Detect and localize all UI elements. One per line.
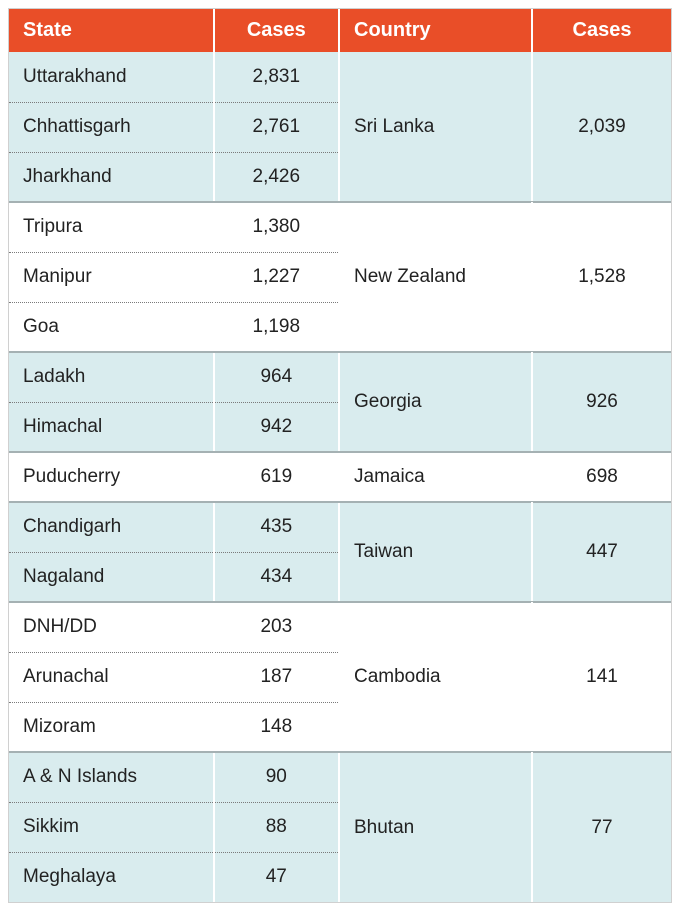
state-name-cell: Ladakh: [9, 352, 214, 402]
countries-header-row: Country Cases: [340, 9, 671, 52]
state-name-cell: Chandigarh: [9, 502, 214, 552]
country-name-cell: Jamaica: [340, 452, 532, 502]
table-row: Sikkim88: [9, 802, 339, 852]
state-name-cell: Chhattisgarh: [9, 102, 214, 152]
table-row: Mizoram148: [9, 702, 339, 752]
table-row: Nagaland434: [9, 552, 339, 602]
state-name-cell: Mizoram: [9, 702, 214, 752]
country-cases-cell: 926: [532, 352, 671, 452]
state-cases-cell: 2,426: [214, 152, 339, 202]
state-name-cell: Uttarakhand: [9, 52, 214, 102]
table-row: Arunachal187: [9, 652, 339, 702]
table-row: Tripura1,380: [9, 202, 339, 252]
country-cases-cell: 2,039: [532, 52, 671, 202]
table-row: Uttarakhand2,831: [9, 52, 339, 102]
state-name-cell: Himachal: [9, 402, 214, 452]
country-cases-cell: 447: [532, 502, 671, 602]
states-header-row: State Cases: [9, 9, 339, 52]
state-name-cell: Jharkhand: [9, 152, 214, 202]
state-name-cell: Tripura: [9, 202, 214, 252]
country-row: Jamaica698: [340, 452, 671, 502]
state-cases-header: Cases: [214, 9, 339, 52]
state-cases-cell: 435: [214, 502, 339, 552]
country-name-cell: New Zealand: [340, 202, 532, 352]
dual-table-container: State Cases Uttarakhand2,831Chhattisgarh…: [9, 9, 671, 902]
states-body: Uttarakhand2,831Chhattisgarh2,761Jharkha…: [9, 52, 339, 902]
country-name-cell: Bhutan: [340, 752, 532, 902]
country-cases-cell: 77: [532, 752, 671, 902]
state-cases-cell: 187: [214, 652, 339, 702]
country-name-cell: Sri Lanka: [340, 52, 532, 202]
states-table: State Cases Uttarakhand2,831Chhattisgarh…: [9, 9, 340, 902]
table-row: Chandigarh435: [9, 502, 339, 552]
state-cases-cell: 1,227: [214, 252, 339, 302]
countries-table: Country Cases Sri Lanka2,039New Zealand1…: [340, 9, 671, 902]
state-name-cell: Meghalaya: [9, 852, 214, 902]
state-cases-cell: 1,198: [214, 302, 339, 352]
state-cases-cell: 47: [214, 852, 339, 902]
country-cases-cell: 141: [532, 602, 671, 752]
state-name-cell: Arunachal: [9, 652, 214, 702]
table-row: A & N Islands90: [9, 752, 339, 802]
state-cases-cell: 88: [214, 802, 339, 852]
state-name-cell: Puducherry: [9, 452, 214, 502]
table-row: Manipur1,227: [9, 252, 339, 302]
state-name-cell: DNH/DD: [9, 602, 214, 652]
countries-body: Sri Lanka2,039New Zealand1,528Georgia926…: [340, 52, 671, 902]
table-row: DNH/DD203: [9, 602, 339, 652]
country-cases-header: Cases: [532, 9, 671, 52]
state-name-cell: Manipur: [9, 252, 214, 302]
country-name-cell: Taiwan: [340, 502, 532, 602]
country-name-cell: Georgia: [340, 352, 532, 452]
state-cases-cell: 90: [214, 752, 339, 802]
table-row: Ladakh964: [9, 352, 339, 402]
table-row: Himachal942: [9, 402, 339, 452]
state-cases-cell: 964: [214, 352, 339, 402]
table-row: Puducherry619: [9, 452, 339, 502]
country-cases-cell: 698: [532, 452, 671, 502]
country-header: Country: [340, 9, 532, 52]
state-cases-cell: 2,761: [214, 102, 339, 152]
state-cases-cell: 1,380: [214, 202, 339, 252]
state-header: State: [9, 9, 214, 52]
table-row: Jharkhand2,426: [9, 152, 339, 202]
table-row: Meghalaya47: [9, 852, 339, 902]
state-cases-cell: 2,831: [214, 52, 339, 102]
state-cases-cell: 203: [214, 602, 339, 652]
state-cases-cell: 148: [214, 702, 339, 752]
state-cases-cell: 619: [214, 452, 339, 502]
table-row: Goa1,198: [9, 302, 339, 352]
states-panel: State Cases Uttarakhand2,831Chhattisgarh…: [9, 9, 340, 902]
comparison-table: State Cases Uttarakhand2,831Chhattisgarh…: [8, 8, 672, 903]
state-cases-cell: 942: [214, 402, 339, 452]
state-name-cell: Nagaland: [9, 552, 214, 602]
state-name-cell: A & N Islands: [9, 752, 214, 802]
table-row: Chhattisgarh2,761: [9, 102, 339, 152]
state-name-cell: Goa: [9, 302, 214, 352]
state-name-cell: Sikkim: [9, 802, 214, 852]
countries-panel: Country Cases Sri Lanka2,039New Zealand1…: [340, 9, 671, 902]
country-cases-cell: 1,528: [532, 202, 671, 352]
state-cases-cell: 434: [214, 552, 339, 602]
country-name-cell: Cambodia: [340, 602, 532, 752]
